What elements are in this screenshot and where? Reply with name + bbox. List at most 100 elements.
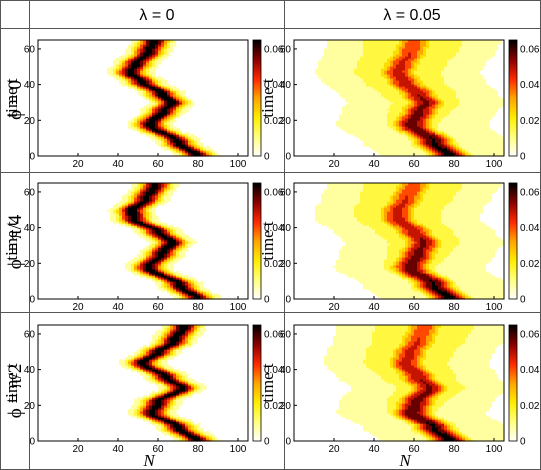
heatmap-cell [396,130,400,133]
colorbar-segment [253,140,261,143]
heatmap-cell [372,130,376,133]
heatmap-cell [140,88,144,91]
heatmap-cell [351,130,355,133]
heatmap-cell [107,70,111,73]
heatmap-cell [363,144,367,147]
heatmap-cell [140,52,144,55]
heatmap-cell [140,124,144,127]
heatmap-cell [474,124,478,127]
heatmap-cell [474,150,478,153]
heatmap-cell [477,148,481,151]
heatmap-cell [170,225,174,228]
heatmap-cell [429,128,433,131]
heatmap-cell [447,132,451,135]
colorbar-tick-label: 0.02 [264,116,284,127]
heatmap-cell [185,140,189,143]
heatmap-cell [360,126,364,129]
colorbar-segment [253,134,261,138]
heatmap-cell [134,120,138,123]
heatmap-cell [116,76,120,79]
heatmap-cell [369,140,373,143]
heatmap-cell [483,124,487,127]
heatmap-cell [456,138,460,141]
heatmap-cell [402,140,406,143]
heatmap-cell [366,122,370,125]
colorbar-segment [253,74,261,78]
heatmap-cell [143,118,147,121]
heatmap-cell [125,82,129,85]
heatmap-cell [336,124,340,127]
heatmap-cell [170,104,174,107]
heatmap-cell [462,128,466,131]
heatmap-cell [128,68,132,71]
heatmap-cell [351,136,355,139]
heatmap-cell [477,134,481,137]
heatmap-cell [495,144,499,147]
heatmap-cell [140,82,144,85]
heatmap-cell [146,60,150,63]
heatmap-cell [462,148,466,151]
heatmap-cell [492,126,496,129]
heatmap-cell [450,144,454,147]
heatmap-cell [167,96,171,99]
heatmap-cell [146,124,150,127]
heatmap-cell [369,142,373,145]
colorbar-segment [253,90,261,93]
heatmap-cell [155,88,159,91]
heatmap-cell [185,152,189,155]
heatmap-cell [134,74,138,77]
heatmap-cell [417,138,421,141]
heatmap-cell [426,154,430,157]
heatmap-cell [146,50,150,53]
heatmap-cell [417,132,421,135]
heatmap-cell [140,46,144,49]
heatmap-cell [384,130,388,133]
heatmap-cell [158,46,162,49]
heatmap-cell [351,124,355,127]
heatmap-cell [471,146,475,149]
heatmap-cell [357,130,361,133]
heatmap-cell [381,152,385,155]
heatmap-cell [378,126,382,129]
heatmap-cell [158,54,162,57]
heatmap-cell [140,48,144,51]
heatmap-cell [170,92,174,95]
heatmap-cell [125,66,129,69]
heatmap-cell [387,144,391,147]
heatmap-cell [158,94,162,97]
heatmap-cell [188,142,192,145]
heatmap-cell [161,48,165,51]
heatmap-cell [164,122,168,125]
heatmap-cell [450,138,454,141]
heatmap-cell [384,150,388,153]
heatmap-cell [408,136,412,139]
heatmap-cell [179,146,183,149]
heatmap-cell [161,82,165,85]
heatmap-cell [167,50,171,53]
heatmap-cell [450,130,454,133]
heatmap-cell [149,78,153,81]
heatmap-cell [399,122,403,125]
heatmap-cell [468,132,472,135]
heatmap-cell [146,100,150,103]
heatmap-cell [140,74,144,77]
heatmap-cell [167,88,171,91]
heatmap-cell [375,154,379,157]
heatmap-cell [200,146,204,149]
heatmap-cell [378,142,382,145]
heatmap-cell [456,154,460,157]
heatmap-cell [486,152,490,155]
heatmap-cell [122,66,126,69]
heatmap-cell [387,128,391,131]
heatmap-cell [134,86,138,89]
heatmap-cell [164,52,168,55]
heatmap-cell [450,152,454,155]
heatmap-cell [420,128,424,131]
heatmap-cell [357,126,361,129]
heatmap-cell [137,126,141,129]
heatmap-cell [408,126,412,129]
heatmap-cell [170,130,174,133]
heatmap-cell [459,140,463,143]
heatmap-cell [372,138,376,141]
heatmap-cell [155,118,159,121]
